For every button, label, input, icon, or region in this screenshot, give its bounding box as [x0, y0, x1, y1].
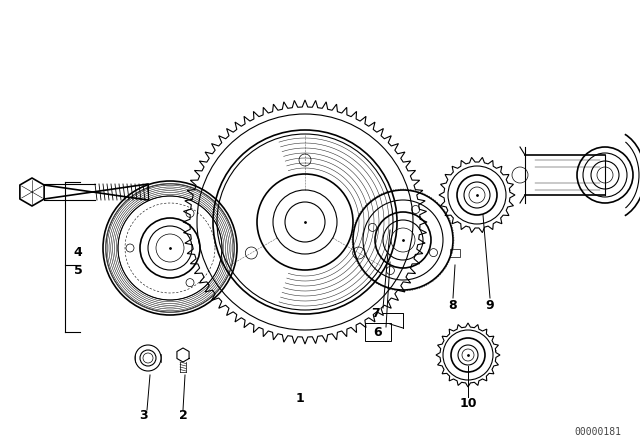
Text: 5: 5 [74, 263, 83, 276]
Text: 4: 4 [74, 246, 83, 258]
Text: 2: 2 [179, 409, 188, 422]
Text: 00000181: 00000181 [575, 427, 621, 437]
Text: 8: 8 [449, 298, 458, 311]
Text: 9: 9 [486, 298, 494, 311]
Text: 10: 10 [460, 396, 477, 409]
Text: 1: 1 [296, 392, 305, 405]
Text: 6: 6 [374, 326, 382, 339]
Text: 3: 3 [139, 409, 147, 422]
Text: 7: 7 [371, 306, 380, 319]
